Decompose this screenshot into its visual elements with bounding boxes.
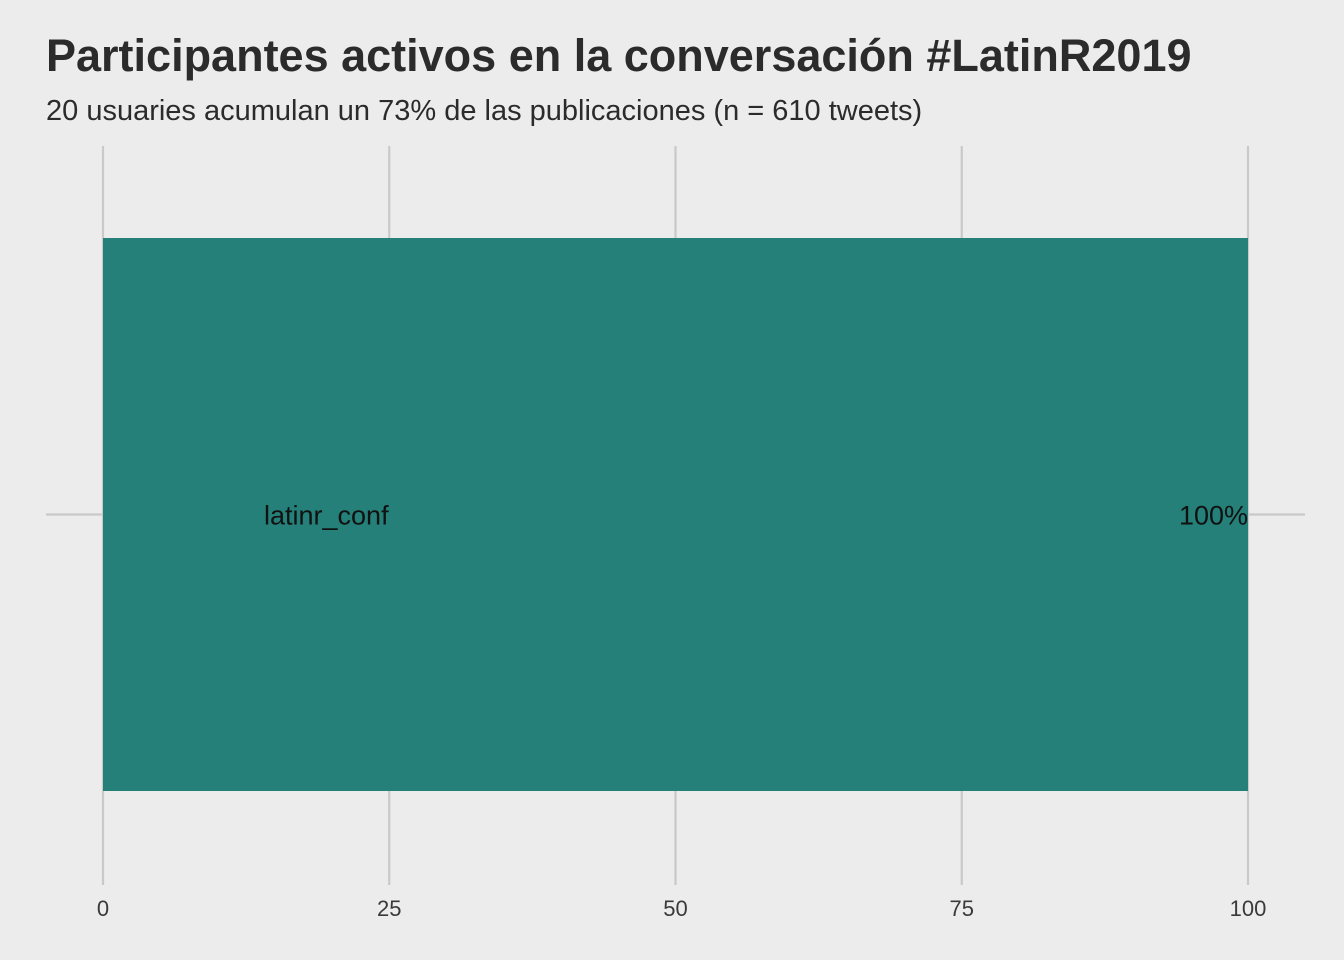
- label-layer: latinr_conf 100%: [264, 501, 1248, 531]
- chart-subtitle: 20 usuaries acumulan un 73% de las publi…: [46, 95, 923, 127]
- x-axis: 0 25 50 75 100: [97, 896, 1266, 921]
- x-tick-label: 50: [663, 896, 687, 921]
- bar-category-label: latinr_conf: [264, 501, 389, 531]
- bar-latinr_conf: [103, 238, 1248, 791]
- x-tick-label: 25: [377, 896, 401, 921]
- x-tick-label: 75: [950, 896, 974, 921]
- chart-title: Participantes activos en la conversación…: [46, 30, 1192, 81]
- x-tick-label: 0: [97, 896, 109, 921]
- x-tick-label: 100: [1230, 896, 1267, 921]
- bar-value-label: 100%: [1179, 501, 1248, 531]
- bar-layer: [103, 238, 1248, 791]
